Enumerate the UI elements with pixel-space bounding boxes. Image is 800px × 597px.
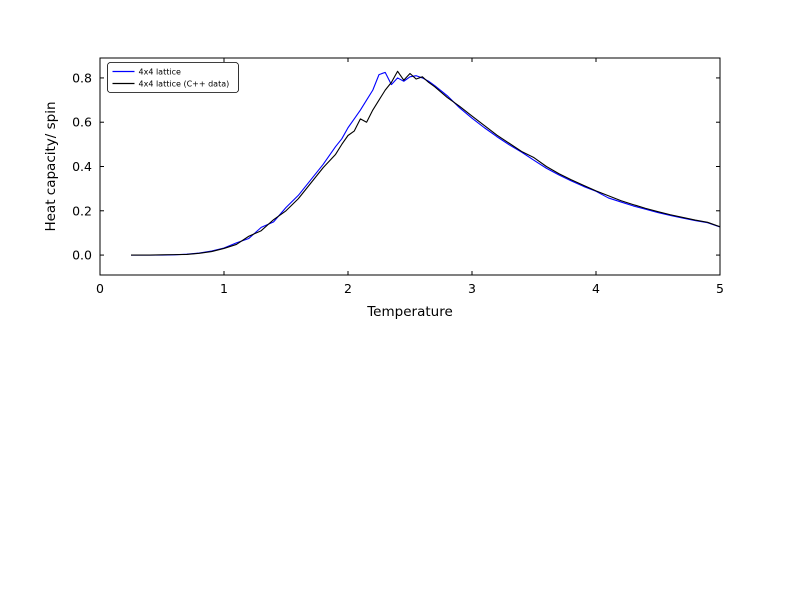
y-tick-label: 0.6 <box>72 115 92 130</box>
legend-box <box>107 62 239 93</box>
x-tick-label: 5 <box>716 281 724 296</box>
series-line-4x4-lattice-c-data <box>131 70 721 256</box>
x-tick-label: 1 <box>220 281 228 296</box>
series-lines <box>131 70 721 256</box>
legend: 4x4 lattice 4x4 lattice (C++ data) <box>107 62 239 93</box>
axis-tick-labels: 0 1 2 3 4 5 0.0 0.2 0.4 0.6 0.8 <box>72 70 724 296</box>
y-tick-label: 0.8 <box>72 70 92 85</box>
x-tick-label: 4 <box>592 281 600 296</box>
x-tick-label: 0 <box>96 281 104 296</box>
plot-area <box>100 58 720 275</box>
y-tick-label: 0.0 <box>72 248 92 263</box>
x-axis-label: Temperature <box>366 304 453 320</box>
legend-label: 4x4 lattice <box>139 67 181 76</box>
y-axis-label: Heat capacity/ spin <box>43 101 59 231</box>
axis-ticks <box>99 58 721 275</box>
x-tick-label: 2 <box>344 281 352 296</box>
y-tick-label: 0.4 <box>72 159 92 174</box>
x-tick-label: 3 <box>468 281 476 296</box>
y-tick-label: 0.2 <box>72 203 92 218</box>
legend-label: 4x4 lattice (C++ data) <box>139 79 230 88</box>
